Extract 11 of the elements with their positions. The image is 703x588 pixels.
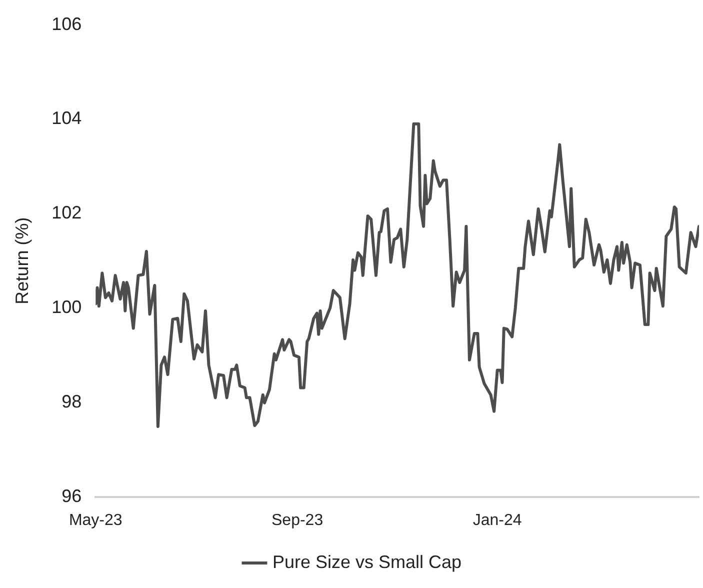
x-tick-label: Jan-24: [472, 512, 522, 529]
legend-label: Pure Size vs Small Cap: [272, 552, 462, 572]
x-tick-label: Sep-23: [272, 512, 324, 529]
y-axis-title: Return (%): [12, 217, 32, 304]
y-tick-label: 106: [52, 14, 82, 34]
y-tick-label: 100: [52, 296, 82, 317]
y-tick-label: 102: [52, 202, 82, 223]
y-tick-label: 96: [62, 486, 82, 506]
y-tick-label: 104: [52, 108, 82, 128]
y-tick-label: 98: [62, 391, 82, 412]
x-tick-label: May-23: [68, 512, 122, 529]
